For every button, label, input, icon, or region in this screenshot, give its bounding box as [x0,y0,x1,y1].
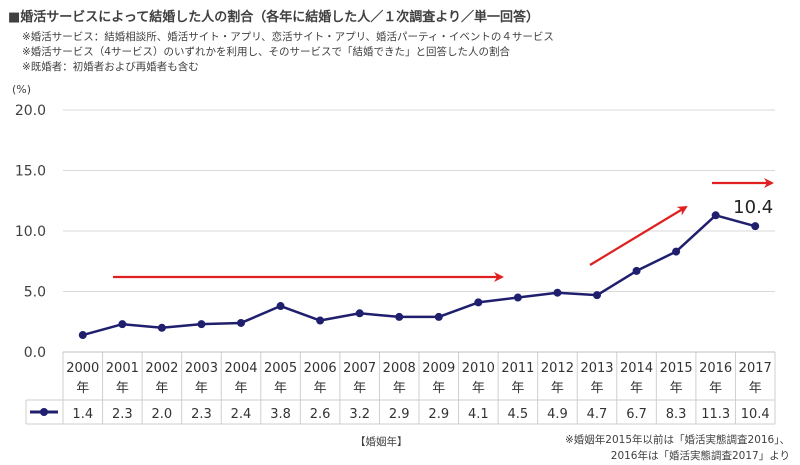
x-tick-suffix: 年 [314,381,327,396]
x-tick-label: 2010 [462,361,495,376]
x-tick-suffix: 年 [234,381,247,396]
table-value: 4.5 [508,407,529,422]
data-point [751,222,760,231]
data-point [711,211,720,220]
data-point [513,293,522,302]
x-tick-suffix: 年 [155,381,168,396]
x-tick-suffix: 年 [116,381,129,396]
x-tick-label: 2005 [264,361,297,376]
x-tick-suffix: 年 [76,381,89,396]
table-value: 1.4 [72,407,93,422]
y-tick-label: 5.0 [24,285,46,301]
trend-arrow-rising [589,205,688,266]
table-value: 11.3 [701,407,730,422]
x-tick-label: 2006 [304,361,337,376]
y-tick-label: 10.0 [15,224,46,240]
x-tick-label: 2016 [699,361,732,376]
table-value: 2.6 [310,407,331,422]
data-point [553,288,562,297]
table-value: 10.4 [741,407,770,422]
data-point [237,318,245,327]
x-tick-label: 2001 [106,361,139,376]
data-point [316,316,325,325]
x-tick-suffix: 年 [670,381,683,396]
x-axis-label: 【婚姻年】 [355,436,408,448]
x-tick-label: 2009 [422,361,455,376]
chart-title: ■婚活サービスによって結婚した人の割合（各年に結婚した人／１次調査より／単一回答… [8,10,539,25]
table-value: 2.9 [428,407,449,422]
x-tick-label: 2003 [185,361,218,376]
data-point [276,302,285,311]
table-value: 2.9 [389,407,410,422]
table-value: 4.1 [468,407,489,422]
note-line-2: ※婚活サービス（4サービス）のいずれかを利用し、そのサービスで「結婚できた」と回… [22,46,510,58]
x-tick-suffix: 年 [749,381,762,396]
x-tick-suffix: 年 [590,381,603,396]
data-point [78,331,87,340]
data-point [474,298,483,307]
table-value: 2.4 [231,407,252,422]
y-tick-label: 0.0 [24,345,46,361]
table-value: 2.3 [112,407,133,422]
note-line-1: ※婚活サービス：結婚相談所、婚活サイト・アプリ、恋活サイト・アプリ、婚活パーティ… [22,31,554,43]
table-value: 3.8 [270,407,291,422]
x-tick-suffix: 年 [551,381,564,396]
x-tick-label: 2008 [383,361,416,376]
x-tick-label: 2007 [343,361,376,376]
x-tick-suffix: 年 [630,381,643,396]
data-point [593,291,601,300]
data-point [157,323,166,332]
table-value: 8.3 [666,407,687,422]
x-tick-suffix: 年 [274,381,287,396]
data-point [197,320,206,329]
x-tick-suffix: 年 [195,381,208,396]
x-tick-label: 2012 [541,361,574,376]
x-tick-label: 2017 [739,361,772,376]
x-tick-suffix: 年 [472,381,485,396]
y-axis-unit: (%) [12,83,31,96]
legend-marker [40,408,48,416]
table-value: 2.3 [191,407,212,422]
table-value: 2.0 [152,407,173,422]
y-tick-label: 20.0 [15,103,46,119]
note-line-3: ※既婚者：初婚者および再婚者も含む [22,61,199,73]
footnote-line-2: 2016年は「婚活実態調査2017」より [610,450,790,462]
data-point [632,266,641,275]
x-tick-suffix: 年 [709,381,722,396]
table-value: 4.9 [547,407,568,422]
footnote-line-1: ※婚姻年2015年以前は「婚活実態調査2016」、 [565,434,790,446]
x-tick-label: 2014 [620,361,653,376]
x-tick-label: 2013 [580,361,613,376]
data-point [395,312,404,321]
data-point [434,312,443,321]
x-tick-label: 2011 [501,361,534,376]
x-tick-suffix: 年 [393,381,406,396]
last-value-label: 10.4 [733,197,773,218]
x-tick-suffix: 年 [511,381,524,396]
data-point [118,320,127,329]
data-point [672,247,681,256]
table-value: 6.7 [626,407,647,422]
x-tick-label: 2015 [660,361,693,376]
data-point [355,309,364,318]
table-value: 4.7 [587,407,608,422]
x-tick-label: 2004 [224,361,257,376]
table-value: 3.2 [349,407,370,422]
x-tick-suffix: 年 [432,381,445,396]
series-line [82,214,756,337]
x-tick-label: 2002 [145,361,178,376]
y-tick-label: 15.0 [15,164,46,180]
x-tick-label: 2000 [66,361,99,376]
x-tick-suffix: 年 [353,381,366,396]
